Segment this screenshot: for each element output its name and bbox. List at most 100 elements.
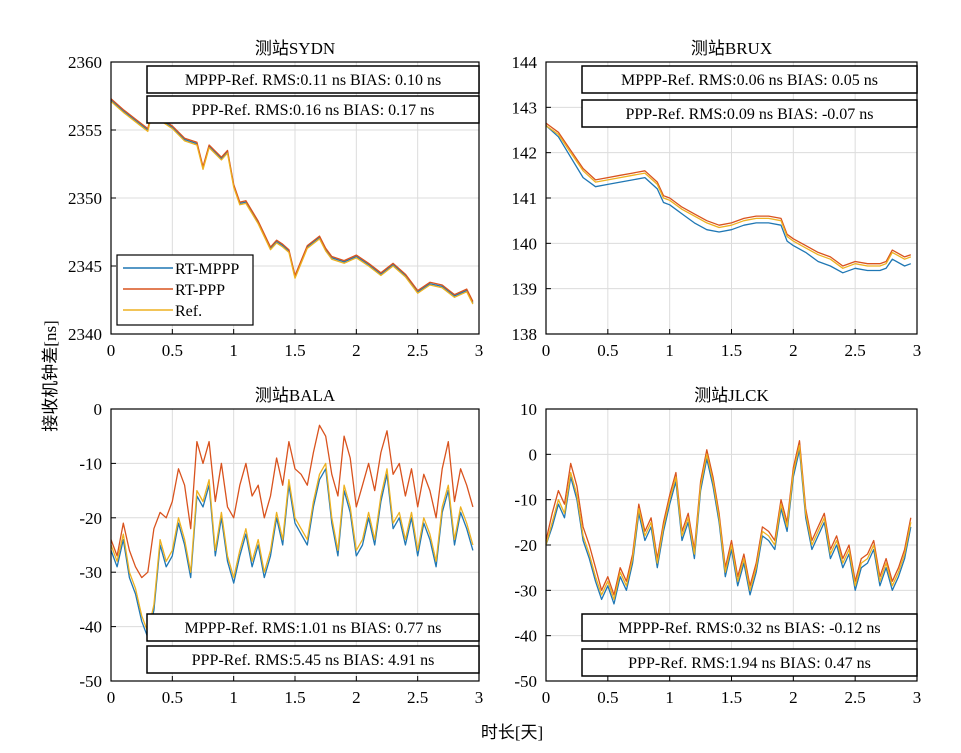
series-line-ref-: [545, 124, 912, 269]
subplot-title: 测站JLCK: [694, 386, 769, 405]
series-line-rt-ppp: [545, 122, 912, 267]
y-tick-label: 142: [512, 144, 538, 163]
plot-frame: [545, 408, 918, 682]
y-tick-label: -50: [79, 672, 102, 691]
subplot-title: 测站SYDN: [255, 39, 335, 58]
x-tick-label: 1: [665, 341, 674, 360]
series-line-ref-: [110, 462, 474, 633]
stat-text: MPPP-Ref. RMS:0.06 ns BIAS: 0.05 ns: [621, 72, 878, 89]
y-tick-label: -30: [514, 581, 537, 600]
x-tick-label: 1: [229, 688, 238, 707]
x-tick-label: 3: [475, 688, 484, 707]
plot-frame: [110, 61, 480, 335]
x-tick-label: 0.5: [162, 688, 183, 707]
stat-text: PPP-Ref. RMS:0.09 ns BIAS: -0.07 ns: [625, 106, 873, 123]
y-tick-label: 0: [529, 445, 538, 464]
y-tick-label: -50: [514, 672, 537, 691]
stat-text: MPPP-Ref. RMS:1.01 ns BIAS: 0.77 ns: [185, 620, 442, 637]
y-tick-label: -20: [79, 509, 102, 528]
x-tick-label: 2.5: [407, 341, 428, 360]
y-tick-label: -30: [79, 563, 102, 582]
stat-text: MPPP-Ref. RMS:0.11 ns BIAS: 0.10 ns: [185, 72, 441, 89]
stat-box: [581, 65, 918, 94]
y-tick-label: -10: [514, 491, 537, 510]
subplot-2: 0 0.5 1 1.5 2 2.5 3 144 143 142 141 140 139 138 测站BRUX…: [512, 39, 922, 360]
stat-box: [146, 95, 480, 124]
y-tick-label: 144: [512, 53, 538, 72]
series-line-rt-ppp: [110, 424, 474, 579]
y-tick-label: -10: [79, 454, 102, 473]
x-tick-label: 2.5: [407, 688, 428, 707]
y-tick-label: 140: [512, 234, 538, 253]
stat-box: [146, 613, 480, 642]
stat-text: PPP-Ref. RMS:0.16 ns BIAS: 0.17 ns: [192, 102, 435, 119]
stat-text: PPP-Ref. RMS:1.94 ns BIAS: 0.47 ns: [628, 655, 871, 672]
legend-label: RT-MPPP: [175, 261, 239, 278]
stat-box: [146, 645, 480, 674]
y-tick-label: -40: [514, 627, 537, 646]
x-tick-label: 1: [229, 341, 238, 360]
y-tick-label: 2350: [68, 189, 102, 208]
x-tick-label: 3: [913, 341, 922, 360]
x-axis-title: 时长[天]: [481, 723, 543, 742]
x-tick-label: 2: [789, 341, 798, 360]
y-tick-label: 2345: [68, 257, 102, 276]
plot-frame: [110, 408, 480, 682]
y-tick-label: 0: [94, 400, 103, 419]
y-tick-label: 2355: [68, 121, 102, 140]
x-tick-label: 3: [913, 688, 922, 707]
x-tick-label: 0: [542, 341, 551, 360]
x-tick-label: 1: [665, 688, 674, 707]
stat-text: MPPP-Ref. RMS:0.32 ns BIAS: -0.12 ns: [618, 620, 880, 637]
x-tick-label: 0.5: [597, 688, 618, 707]
series-line-rt-mppp: [110, 468, 474, 639]
x-tick-label: 1.5: [284, 688, 305, 707]
x-tick-label: 1.5: [284, 341, 305, 360]
x-tick-label: 3: [475, 341, 484, 360]
series-line-ref-: [545, 444, 912, 601]
stat-text: PPP-Ref. RMS:5.45 ns BIAS: 4.91 ns: [192, 652, 435, 669]
x-tick-label: 0.5: [597, 341, 618, 360]
legend: RT-MPPP RT-PPP Ref.: [116, 254, 254, 326]
y-tick-label: 141: [512, 189, 538, 208]
y-tick-label: -20: [514, 536, 537, 555]
y-tick-label: 143: [512, 98, 538, 117]
x-tick-label: 0: [107, 688, 116, 707]
plot-frame: [545, 61, 918, 335]
y-tick-label: 2360: [68, 53, 102, 72]
x-tick-label: 0: [542, 688, 551, 707]
stat-box: [581, 99, 918, 128]
x-tick-label: 2: [789, 688, 798, 707]
x-tick-label: 2.5: [845, 688, 866, 707]
x-tick-label: 0.5: [162, 341, 183, 360]
y-tick-label: 138: [512, 325, 538, 344]
y-tick-label: -40: [79, 618, 102, 637]
series-line-rt-ppp: [545, 440, 912, 596]
series-line-rt-mppp: [545, 125, 912, 274]
x-tick-label: 1.5: [721, 688, 742, 707]
y-tick-label: 10: [520, 400, 537, 419]
stat-box: [146, 65, 480, 94]
y-tick-label: 139: [512, 280, 538, 299]
series-line-rt-ppp: [110, 98, 474, 302]
x-tick-label: 2: [352, 341, 361, 360]
legend-label: RT-PPP: [175, 282, 225, 299]
x-tick-label: 1.5: [721, 341, 742, 360]
y-tick-label: 2340: [68, 325, 102, 344]
subplot-title: 测站BALA: [255, 386, 336, 405]
y-axis-title: 接收机钟差[ns]: [41, 320, 60, 431]
series-line-rt-mppp: [545, 449, 912, 605]
subplot-1: 0 0.5 1 1.5 2 2.5 3 2360 2355 2350 2345 2340 测站SYDN M…: [68, 39, 483, 360]
subplot-title: 测站BRUX: [691, 39, 772, 58]
stat-box: [581, 613, 918, 642]
x-tick-label: 2: [352, 688, 361, 707]
x-tick-label: 0: [107, 341, 116, 360]
x-tick-label: 2.5: [845, 341, 866, 360]
series-line-rt-mppp: [110, 99, 474, 303]
stat-box: [581, 648, 918, 677]
legend-label: Ref.: [175, 303, 202, 320]
series-line-ref-: [110, 100, 474, 305]
legend-box: [116, 254, 254, 326]
subplot-4: 0 0.5 1 1.5 2 2.5 3 10 0 -10 -20 -30 -40 -50 测站JLCK MPP…: [514, 386, 921, 707]
